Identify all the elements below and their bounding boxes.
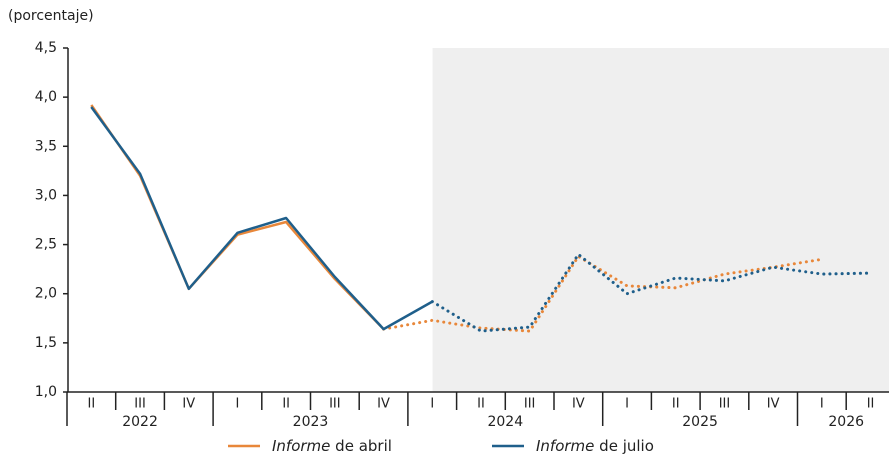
y-tick-label: 4,5 <box>35 40 57 56</box>
x-tick-label: IV <box>182 397 195 412</box>
legend-label: Informe de julio <box>536 437 654 455</box>
x-tick-label: III <box>329 397 341 412</box>
x-tick-label: II <box>88 397 96 412</box>
x-tick-label: I <box>430 397 434 412</box>
x-tick-label: III <box>719 397 731 412</box>
x-tick-label: IV <box>572 397 585 412</box>
y-tick-label: 2,5 <box>35 237 57 253</box>
y-tick-label: 4,0 <box>35 89 57 105</box>
y-tick-label: 3,0 <box>35 187 57 203</box>
x-tick-label: I <box>625 397 629 412</box>
legend-label: Informe de abril <box>272 437 392 455</box>
series-line <box>90 106 433 331</box>
x-group-label: 2022 <box>122 414 158 430</box>
y-tick-label: 3,5 <box>35 138 57 154</box>
x-tick-label: II <box>672 397 680 412</box>
x-tick-label: I <box>236 397 240 412</box>
x-tick-label: II <box>867 397 875 412</box>
series-line <box>90 104 385 330</box>
x-group-label: 2024 <box>487 414 523 430</box>
x-group-label: 2026 <box>828 414 864 430</box>
x-tick-label: IV <box>767 397 780 412</box>
y-tick-label: 1,5 <box>35 335 57 351</box>
y-tick-label: 1,0 <box>35 384 57 400</box>
series-line <box>430 252 873 333</box>
x-tick-label: III <box>134 397 146 412</box>
x-tick-label: II <box>477 397 485 412</box>
x-group-label: 2025 <box>682 414 718 430</box>
projection-shade <box>432 48 889 392</box>
y-axis-label: (porcentaje) <box>8 8 94 24</box>
series-line <box>382 254 824 333</box>
x-tick-label: II <box>282 397 290 412</box>
x-group-label: 2023 <box>293 414 329 430</box>
y-tick-label: 2,0 <box>35 286 57 302</box>
x-tick-label: I <box>820 397 824 412</box>
x-tick-label: III <box>524 397 536 412</box>
x-tick-label: IV <box>377 397 390 412</box>
